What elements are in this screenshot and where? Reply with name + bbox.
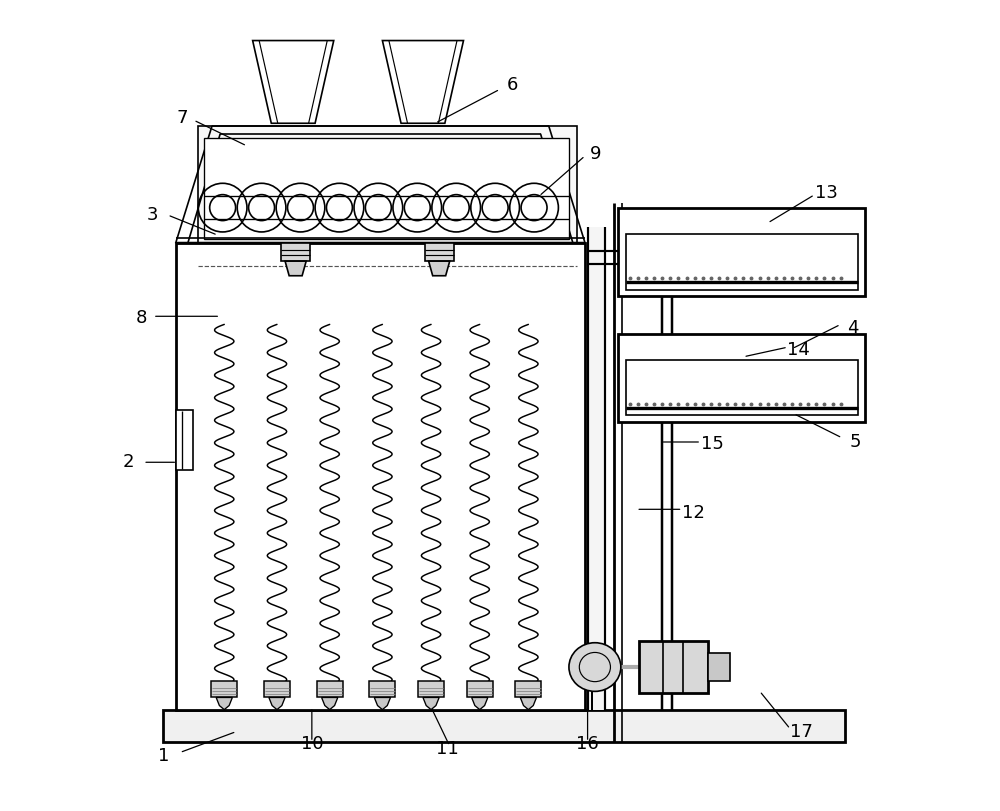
Text: 1: 1 <box>158 747 169 765</box>
Polygon shape <box>520 697 536 710</box>
Polygon shape <box>382 41 464 123</box>
Ellipse shape <box>569 642 621 691</box>
Polygon shape <box>285 261 306 276</box>
Bar <box>618 334 865 422</box>
Text: 11: 11 <box>436 740 459 757</box>
Bar <box>176 410 193 470</box>
Bar <box>264 681 290 697</box>
Text: 13: 13 <box>815 184 837 202</box>
Bar <box>211 681 237 697</box>
Bar <box>425 243 454 261</box>
Polygon shape <box>374 697 391 710</box>
Polygon shape <box>423 697 439 710</box>
Bar <box>198 126 577 243</box>
Text: 7: 7 <box>176 109 188 127</box>
Text: 15: 15 <box>701 436 724 453</box>
Bar <box>204 138 569 239</box>
Polygon shape <box>269 697 285 710</box>
Text: 3: 3 <box>147 206 159 224</box>
Text: 14: 14 <box>787 341 810 359</box>
Text: 10: 10 <box>301 736 323 753</box>
Bar <box>163 710 845 742</box>
Text: 4: 4 <box>847 320 859 337</box>
Polygon shape <box>322 697 338 710</box>
Bar <box>639 641 708 693</box>
Bar <box>515 681 541 697</box>
Text: 12: 12 <box>682 504 704 521</box>
Bar <box>281 243 310 261</box>
Bar <box>708 653 730 681</box>
Text: 17: 17 <box>790 723 813 740</box>
Polygon shape <box>429 261 450 276</box>
Text: 8: 8 <box>136 309 147 327</box>
Bar <box>618 208 865 296</box>
Bar <box>626 234 858 290</box>
Bar <box>467 681 493 697</box>
Bar <box>369 681 395 697</box>
Text: 5: 5 <box>849 433 861 451</box>
Bar <box>588 227 605 710</box>
Bar <box>317 681 343 697</box>
Text: 6: 6 <box>506 76 518 94</box>
Bar <box>176 243 585 710</box>
Text: 9: 9 <box>590 145 601 163</box>
Polygon shape <box>216 697 232 710</box>
Bar <box>626 360 858 415</box>
Text: 2: 2 <box>123 453 134 471</box>
Text: 16: 16 <box>576 736 599 753</box>
Polygon shape <box>253 41 334 123</box>
Bar <box>418 681 444 697</box>
Polygon shape <box>472 697 488 710</box>
